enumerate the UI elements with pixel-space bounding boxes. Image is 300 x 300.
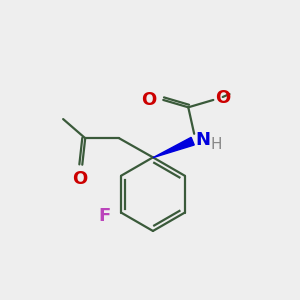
Text: O: O	[215, 89, 230, 107]
Text: O: O	[72, 170, 87, 188]
Text: H: H	[211, 136, 223, 152]
Text: F: F	[98, 206, 111, 224]
Text: N: N	[195, 131, 210, 149]
Polygon shape	[153, 137, 194, 158]
Text: O: O	[142, 91, 157, 109]
